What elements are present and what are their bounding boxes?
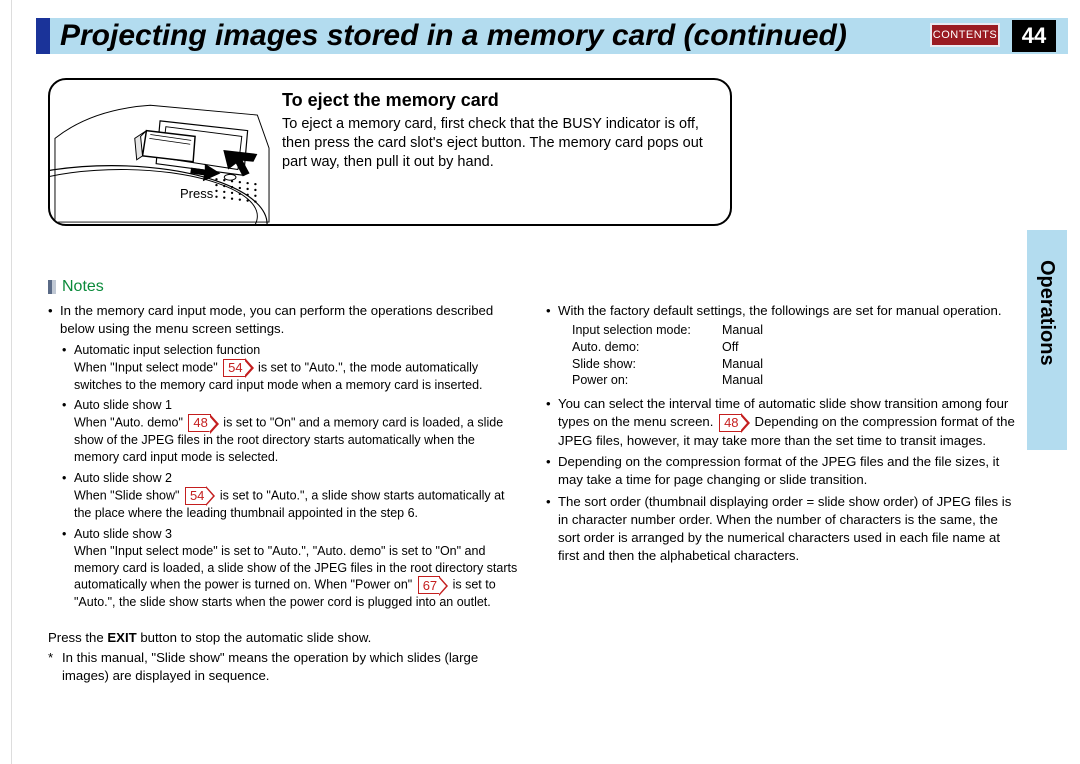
note-text: The sort order (thumbnail displaying ord…: [558, 493, 1016, 564]
setting-key: Power on:: [572, 372, 722, 389]
page-number: 44: [1012, 20, 1056, 52]
note-subtitle: Auto slide show 1: [74, 397, 518, 414]
notes-heading: Notes: [48, 278, 1016, 296]
note-item: • Depending on the compression format of…: [546, 453, 1016, 489]
section-tab-label: Operations: [1035, 260, 1058, 366]
note-item: • With the factory default settings, the…: [546, 302, 1016, 320]
setting-value: Manual: [722, 372, 763, 389]
note-text: In the memory card input mode, you can p…: [60, 302, 518, 338]
setting-key: Input selection mode:: [572, 322, 722, 339]
note-subtitle: Automatic input selection function: [74, 342, 518, 359]
eject-callout-box: Press To eject the memory card To eject …: [48, 78, 732, 226]
page-title: Projecting images stored in a memory car…: [60, 19, 847, 53]
note-text: You can select the interval time of auto…: [558, 395, 1016, 449]
eject-body: To eject a memory card, first check that…: [282, 115, 716, 172]
press-label: Press: [180, 186, 213, 201]
setting-value: Off: [722, 339, 738, 356]
previous-page-sliver: [0, 0, 12, 764]
note-subbody: When "Input select mode" is set to "Auto…: [74, 543, 518, 612]
page-ref-link[interactable]: 54: [223, 359, 245, 377]
page-header: Projecting images stored in a memory car…: [36, 18, 1068, 54]
footnote: * In this manual, "Slide show" means the…: [48, 649, 518, 685]
eject-illustration: Press: [50, 80, 274, 224]
footnote-text: In this manual, "Slide show" means the o…: [62, 649, 518, 685]
note-subtitle: Auto slide show 3: [74, 526, 518, 543]
note-item: • In the memory card input mode, you can…: [48, 302, 518, 338]
note-subtitle: Auto slide show 2: [74, 470, 518, 487]
note-subitem: • Auto slide show 2: [62, 470, 518, 487]
memory-card-slot-icon: [50, 80, 274, 224]
note-subbody: When "Input select mode" 54 is set to "A…: [74, 359, 518, 394]
default-settings-table: Input selection mode:Manual Auto. demo:O…: [572, 322, 1016, 390]
page-ref-link[interactable]: 67: [418, 576, 440, 594]
page-ref-link[interactable]: 54: [185, 487, 207, 505]
note-item: • The sort order (thumbnail displaying o…: [546, 493, 1016, 564]
notes-section: Notes • In the memory card input mode, y…: [48, 278, 1016, 685]
note-subitem: • Auto slide show 1: [62, 397, 518, 414]
notes-columns: • In the memory card input mode, you can…: [48, 302, 1016, 685]
contents-button[interactable]: CONTENTS: [930, 23, 1000, 47]
note-subbody: When "Slide show" 54 is set to "Auto.", …: [74, 487, 518, 522]
note-item: • You can select the interval time of au…: [546, 395, 1016, 449]
page-ref-link[interactable]: 48: [719, 414, 741, 432]
header-accent-bar: [36, 18, 50, 54]
note-subitem: • Auto slide show 3: [62, 526, 518, 543]
notes-left-column: • In the memory card input mode, you can…: [48, 302, 518, 685]
notes-right-column: • With the factory default settings, the…: [546, 302, 1016, 685]
page-ref-link[interactable]: 48: [188, 414, 210, 432]
note-text: With the factory default settings, the f…: [558, 302, 1016, 320]
setting-value: Manual: [722, 322, 763, 339]
eject-title: To eject the memory card: [282, 90, 716, 111]
note-text: Depending on the compression format of t…: [558, 453, 1016, 489]
eject-text-block: To eject the memory card To eject a memo…: [274, 80, 730, 224]
exit-instruction: Press the EXIT button to stop the automa…: [48, 629, 518, 647]
setting-value: Manual: [722, 356, 763, 373]
note-subbody: When "Auto. demo" 48 is set to "On" and …: [74, 414, 518, 466]
setting-key: Auto. demo:: [572, 339, 722, 356]
note-subitem: • Automatic input selection function: [62, 342, 518, 359]
setting-key: Slide show:: [572, 356, 722, 373]
